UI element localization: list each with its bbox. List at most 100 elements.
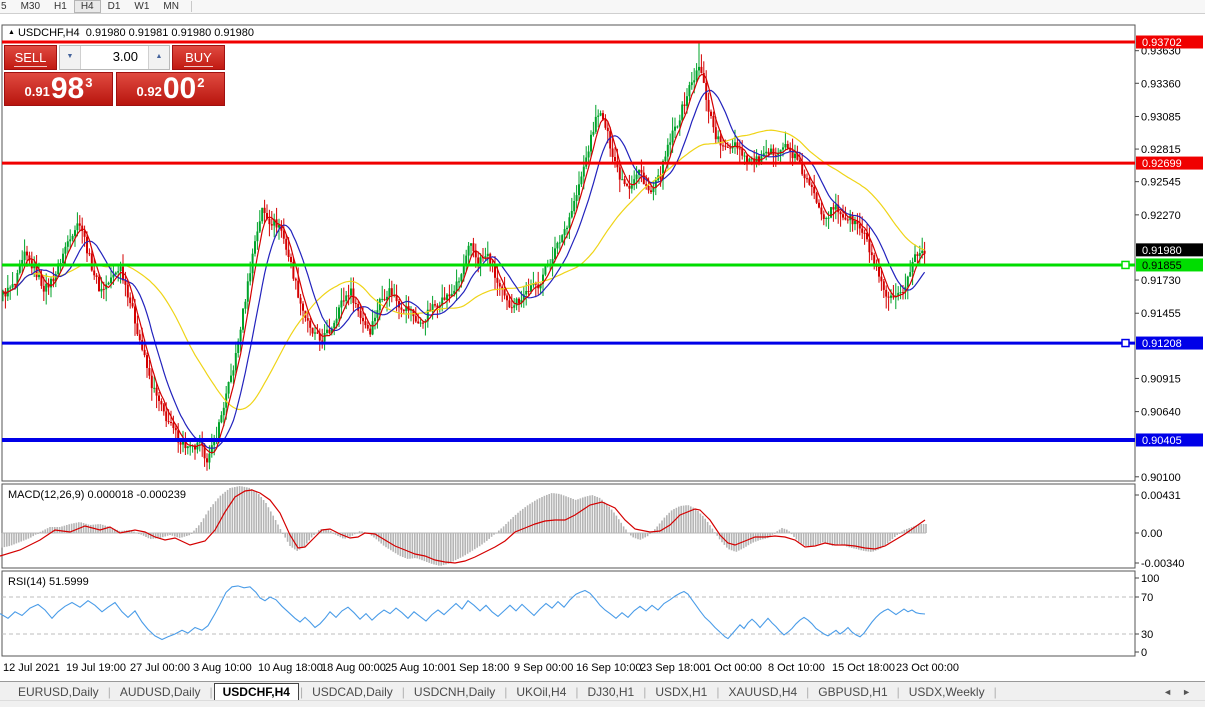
tab-usdcnh-daily[interactable]: USDCNH,Daily xyxy=(413,684,496,699)
svg-text:9 Sep 00:00: 9 Sep 00:00 xyxy=(514,662,573,674)
svg-text:1 Sep 18:00: 1 Sep 18:00 xyxy=(450,662,509,674)
svg-text:27 Jul 00:00: 27 Jul 00:00 xyxy=(130,662,190,674)
svg-text:16 Sep 10:00: 16 Sep 10:00 xyxy=(576,662,641,674)
svg-text:0: 0 xyxy=(1141,647,1147,659)
svg-text:8 Oct 10:00: 8 Oct 10:00 xyxy=(768,662,825,674)
tab-gbpusd-h1[interactable]: GBPUSD,H1 xyxy=(818,684,888,699)
tab-audusd-daily[interactable]: AUDUSD,Daily xyxy=(119,684,201,699)
sell-button[interactable]: SELL xyxy=(4,45,57,70)
tab-scroll-right-icon[interactable]: ► xyxy=(1182,686,1191,697)
collapse-icon[interactable]: ▲ xyxy=(8,29,15,36)
svg-text:0.00431: 0.00431 xyxy=(1141,490,1181,502)
svg-text:15 Oct 18:00: 15 Oct 18:00 xyxy=(832,662,895,674)
svg-text:0.91730: 0.91730 xyxy=(1141,275,1181,287)
svg-text:0.90640: 0.90640 xyxy=(1141,407,1181,419)
horizontal-line-objects[interactable] xyxy=(2,40,1135,442)
svg-text:19 Jul 19:00: 19 Jul 19:00 xyxy=(66,662,126,674)
svg-text:0.93630: 0.93630 xyxy=(1141,46,1181,58)
svg-text:0.91208: 0.91208 xyxy=(1142,338,1182,350)
timeframe-w1[interactable]: W1 xyxy=(134,1,150,12)
tab-ukoil-h4[interactable]: UKOil,H4 xyxy=(516,684,567,699)
volume-increase-icon[interactable]: ▲ xyxy=(148,46,169,69)
timeframe-h4[interactable]: H4 xyxy=(73,0,101,13)
svg-text:25 Aug 10:00: 25 Aug 10:00 xyxy=(385,662,450,674)
tab-separator: | xyxy=(401,684,405,699)
svg-text:18 Aug 00:00: 18 Aug 00:00 xyxy=(321,662,386,674)
buy-button[interactable]: BUY xyxy=(172,45,225,70)
svg-text:0.90100: 0.90100 xyxy=(1141,472,1181,484)
tab-scroll-left-icon[interactable]: ◄ xyxy=(1163,686,1173,697)
tab-usdx-weekly[interactable]: USDX,Weekly xyxy=(908,684,985,699)
ohlc-values: 0.91980 0.91981 0.91980 0.91980 xyxy=(85,27,255,39)
ma-line-fast[interactable] xyxy=(2,73,925,454)
timeframe-toolbar: 5 M30 H1 H4 D1 W1 MN xyxy=(0,0,1205,14)
svg-text:0.90405: 0.90405 xyxy=(1142,435,1182,447)
sell-price-pips: 98 xyxy=(50,72,85,105)
tab-separator: | xyxy=(107,684,111,699)
tab-separator: | xyxy=(993,684,997,699)
timeframe-m30[interactable]: M30 xyxy=(20,1,41,12)
volume-input[interactable]: 3.00 xyxy=(112,49,138,64)
macd-indicator-label: MACD(12,26,9) 0.000018 -0.000239 xyxy=(8,489,186,501)
svg-text:12 Jul 2021: 12 Jul 2021 xyxy=(3,662,60,674)
sell-price-button[interactable]: 0.91 98 3 xyxy=(4,72,113,106)
sell-price-prefix: 0.91 xyxy=(24,84,50,99)
tab-separator: | xyxy=(504,684,508,699)
price-badges: 0.93702 0.92699 0.91980 0.91855 0.91208 0.904… xyxy=(1136,35,1203,447)
timeframe-h1[interactable]: H1 xyxy=(54,1,67,12)
tab-separator: | xyxy=(896,684,900,699)
svg-text:23 Oct 00:00: 23 Oct 00:00 xyxy=(896,662,959,674)
svg-text:0.92270: 0.92270 xyxy=(1141,210,1181,222)
rsi-line xyxy=(0,585,926,641)
indicator-axes: 0.00431 0.00 -0.00340 100 70 30 0 xyxy=(1135,490,1184,659)
svg-text:0.92815: 0.92815 xyxy=(1141,144,1181,156)
tab-xauusd-h4[interactable]: XAUUSD,H4 xyxy=(728,684,798,699)
candlestick-series xyxy=(2,42,926,471)
rsi-pane xyxy=(1,570,1136,657)
svg-text:10 Aug 18:00: 10 Aug 18:00 xyxy=(258,662,323,674)
volume-decrease-icon[interactable]: ▼ xyxy=(60,46,81,69)
toolbar-separator xyxy=(190,1,192,12)
macd-histogram xyxy=(1,486,927,566)
price-axis: 0.93630 0.93360 0.93085 0.92815 0.92545 0.922… xyxy=(1135,46,1181,484)
timeframe-mn[interactable]: MN xyxy=(163,1,179,12)
timeframe-5[interactable]: 5 xyxy=(1,1,7,12)
svg-text:0.00: 0.00 xyxy=(1141,528,1162,540)
macd-signal-line xyxy=(0,489,926,564)
chart-header: ▲ USDCHF,H4 0.91980 0.91981 0.91980 0.919… xyxy=(8,27,254,39)
svg-text:0.90915: 0.90915 xyxy=(1141,373,1181,385)
sell-price-point: 3 xyxy=(85,75,93,90)
tab-separator: | xyxy=(299,684,304,699)
volume-stepper: ▼ 3.00 ▲ xyxy=(59,45,170,70)
timeframe-d1[interactable]: D1 xyxy=(107,1,121,12)
one-click-trading-panel: SELL ▼ 3.00 ▲ BUY 0.91 98 3 0.92 00 2 xyxy=(4,45,225,106)
tab-separator: | xyxy=(575,684,579,699)
svg-text:23 Sep 18:00: 23 Sep 18:00 xyxy=(640,662,705,674)
svg-text:0.92699: 0.92699 xyxy=(1142,158,1182,170)
ma-line-mid[interactable] xyxy=(2,89,926,449)
svg-text:0.93702: 0.93702 xyxy=(1142,37,1182,49)
date-axis: 12 Jul 2021 19 Jul 19:00 27 Jul 00:00 3 Aug… xyxy=(3,662,959,674)
tab-separator: | xyxy=(643,684,647,699)
tab-usdchf-h4[interactable]: USDCHF,H4 xyxy=(213,682,299,701)
tab-eurusd-daily[interactable]: EURUSD,Daily xyxy=(18,684,99,699)
buy-price-button[interactable]: 0.92 00 2 xyxy=(116,72,225,106)
rsi-indicator-label: RSI(14) 51.5999 xyxy=(8,576,89,588)
tab-usdcad-daily[interactable]: USDCAD,Daily xyxy=(312,684,393,699)
buy-price-point: 2 xyxy=(197,75,205,90)
svg-text:-0.00340: -0.00340 xyxy=(1141,558,1184,570)
svg-text:3 Aug 10:00: 3 Aug 10:00 xyxy=(193,662,252,674)
tab-dj30-h1[interactable]: DJ30,H1 xyxy=(587,684,635,699)
symbol-name: USDCHF,H4 xyxy=(17,27,80,39)
tab-usdx-h1[interactable]: USDX,H1 xyxy=(655,684,708,699)
ma-line-slow[interactable] xyxy=(2,129,925,411)
svg-text:0.93085: 0.93085 xyxy=(1141,111,1181,123)
buy-price-pips: 00 xyxy=(162,72,197,105)
buy-price-prefix: 0.92 xyxy=(136,84,162,99)
tab-separator: | xyxy=(209,684,213,699)
chart-tab-bar: EURUSD,Daily | AUDUSD,Daily | USDCHF,H4 | USDC… xyxy=(0,681,1205,701)
tab-separator: | xyxy=(716,684,720,699)
svg-text:0.92545: 0.92545 xyxy=(1141,177,1181,189)
